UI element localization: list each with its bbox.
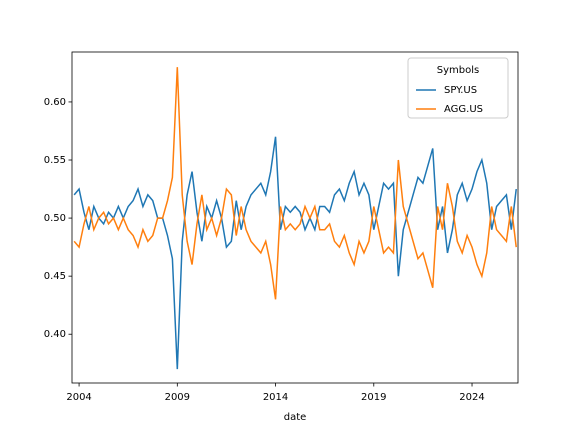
x-tick-label: 2019 — [361, 392, 386, 403]
legend-label: SPY.US — [444, 85, 477, 96]
y-tick-label: 0.45 — [44, 271, 66, 282]
legend-title: Symbols — [437, 65, 479, 76]
x-tick-label: 2014 — [263, 392, 288, 403]
y-tick-label: 0.60 — [44, 97, 66, 108]
x-axis-label: date — [284, 412, 307, 423]
x-tick-label: 2004 — [66, 392, 91, 403]
plot-frame — [71, 51, 519, 384]
series-line — [73, 136, 517, 370]
y-tick-label: 0.40 — [44, 329, 66, 340]
x-tick-label: 2024 — [459, 392, 484, 403]
legend-label: AGG.US — [444, 104, 483, 115]
legend-box — [407, 57, 509, 119]
series-line — [73, 67, 517, 300]
x-tick-label: 2009 — [165, 392, 190, 403]
y-tick-label: 0.55 — [44, 155, 66, 166]
y-tick-label: 0.50 — [44, 213, 66, 224]
